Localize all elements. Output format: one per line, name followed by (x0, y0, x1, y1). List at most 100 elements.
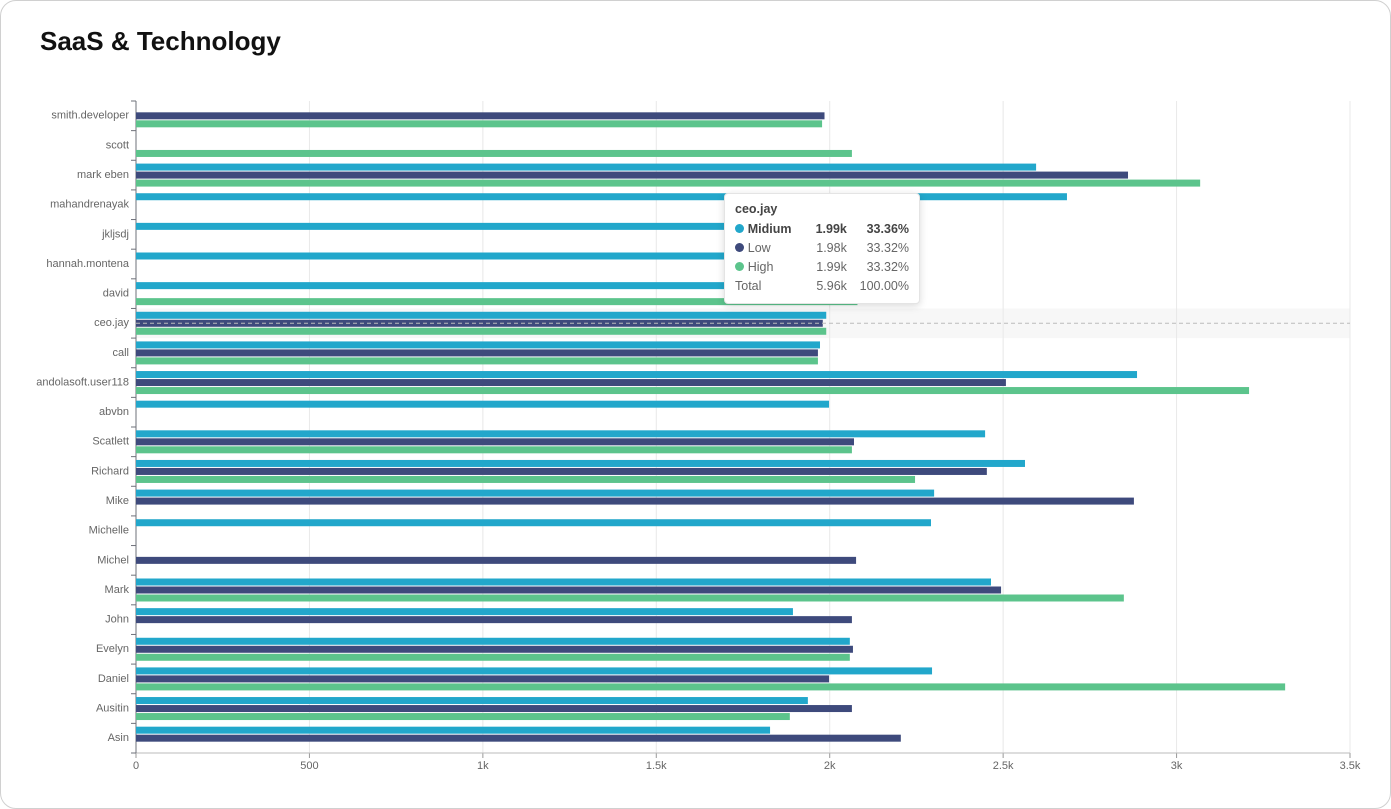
tooltip-name: Low (747, 240, 771, 255)
tooltip-dot (735, 262, 744, 271)
bar (136, 341, 821, 349)
bar (136, 645, 853, 653)
tooltip-percent: 33.36% (866, 221, 910, 236)
y-tick-label: mahandrenayak (50, 199, 129, 211)
bar (136, 497, 1134, 505)
tooltip-name: High (747, 259, 774, 274)
y-tick-label: Daniel (98, 673, 129, 685)
bar (136, 675, 830, 683)
bar (136, 726, 771, 734)
bar (136, 149, 852, 157)
bar (136, 282, 882, 290)
bar (136, 163, 1037, 171)
bar (136, 556, 857, 564)
bar (136, 683, 1286, 691)
y-tick-label: Michel (97, 554, 129, 566)
bar (136, 438, 854, 446)
bar (136, 519, 931, 527)
tooltip-row: Low 1.98k 33.32% (735, 238, 909, 257)
bar (136, 705, 852, 713)
y-tick-label: Ausitin (96, 702, 129, 714)
bar (136, 653, 850, 661)
y-tick-label: Scatlett (92, 436, 129, 448)
x-tick-label: 2.5k (993, 760, 1014, 772)
bar (136, 379, 1006, 387)
bar (136, 349, 818, 357)
bar (136, 193, 1067, 201)
bar (136, 616, 852, 624)
tooltip-percent: 33.32% (866, 259, 910, 274)
bar (136, 400, 830, 408)
y-tick-label: call (112, 347, 129, 359)
tooltip-row: Midium 1.99k 33.36% (735, 219, 909, 238)
tooltip-value: 1.99k (815, 221, 847, 236)
y-tick-label: hannah.montena (46, 258, 129, 270)
chart-title: SaaS & Technology (40, 26, 281, 56)
y-tick-label: Mark (105, 584, 130, 596)
y-tick-label: Mike (106, 495, 129, 507)
tooltip-value: 1.98k (816, 240, 847, 255)
bar (136, 371, 1138, 379)
bar (136, 311, 827, 319)
bar (136, 697, 808, 705)
bar (136, 327, 827, 335)
bar (136, 179, 1201, 187)
bar (136, 430, 986, 438)
bar (136, 489, 935, 497)
y-tick-label: Evelyn (96, 643, 129, 655)
tooltip-name: Total (735, 278, 762, 293)
x-tick-label: 2k (824, 760, 836, 772)
bar (136, 713, 790, 721)
tooltip-row: High 1.99k 33.32% (735, 257, 909, 276)
y-tick-label: mark eben (77, 169, 129, 181)
bar (136, 586, 1002, 594)
bar (136, 357, 818, 365)
bar (136, 171, 1129, 179)
bar (136, 667, 933, 675)
bar (136, 734, 901, 742)
y-tick-label: Asin (108, 732, 129, 744)
tooltip-dot (735, 224, 744, 233)
x-tick-label: 3k (1171, 760, 1183, 772)
bar (136, 475, 916, 483)
tooltip-row: Total 5.96k 100.00% (735, 276, 909, 295)
bar (136, 467, 987, 475)
y-tick-label: scott (106, 139, 129, 151)
bar (136, 298, 858, 306)
tooltip-percent: 100.00% (859, 278, 909, 293)
bar (136, 112, 825, 120)
bar (136, 446, 852, 454)
tooltip-value: 5.96k (816, 278, 847, 293)
tooltip: ceo.jay Midium 1.99k 33.36% Low 1.98k 33… (724, 193, 920, 304)
tooltip-percent: 33.32% (866, 240, 910, 255)
x-tick-label: 500 (300, 760, 318, 772)
x-tick-label: 1k (477, 760, 489, 772)
y-tick-label: ceo.jay (94, 317, 129, 329)
y-tick-label: andolasoft.user118 (36, 376, 129, 388)
x-tick-label: 0 (133, 760, 139, 772)
y-tick-label: david (103, 288, 129, 300)
y-tick-label: smith.developer (51, 110, 129, 122)
bar (136, 387, 1250, 395)
bar (136, 594, 1124, 602)
x-tick-label: 1.5k (646, 760, 667, 772)
y-tick-label: jkljsdj (101, 228, 129, 240)
bar (136, 608, 793, 616)
bar (136, 222, 865, 230)
tooltip-name: Midium (747, 221, 792, 236)
bar (136, 120, 823, 128)
bar (136, 252, 848, 260)
y-tick-label: abvbn (99, 406, 129, 418)
bar (136, 637, 850, 645)
tooltip-title: ceo.jay (735, 202, 778, 216)
tooltip-value: 1.99k (816, 259, 847, 274)
bar (136, 578, 992, 586)
bar (136, 459, 1025, 467)
y-tick-label: Michelle (89, 525, 129, 537)
y-tick-label: John (105, 614, 129, 626)
x-tick-label: 3.5k (1340, 760, 1361, 772)
tooltip-dot (735, 243, 744, 252)
y-tick-label: Richard (91, 465, 129, 477)
